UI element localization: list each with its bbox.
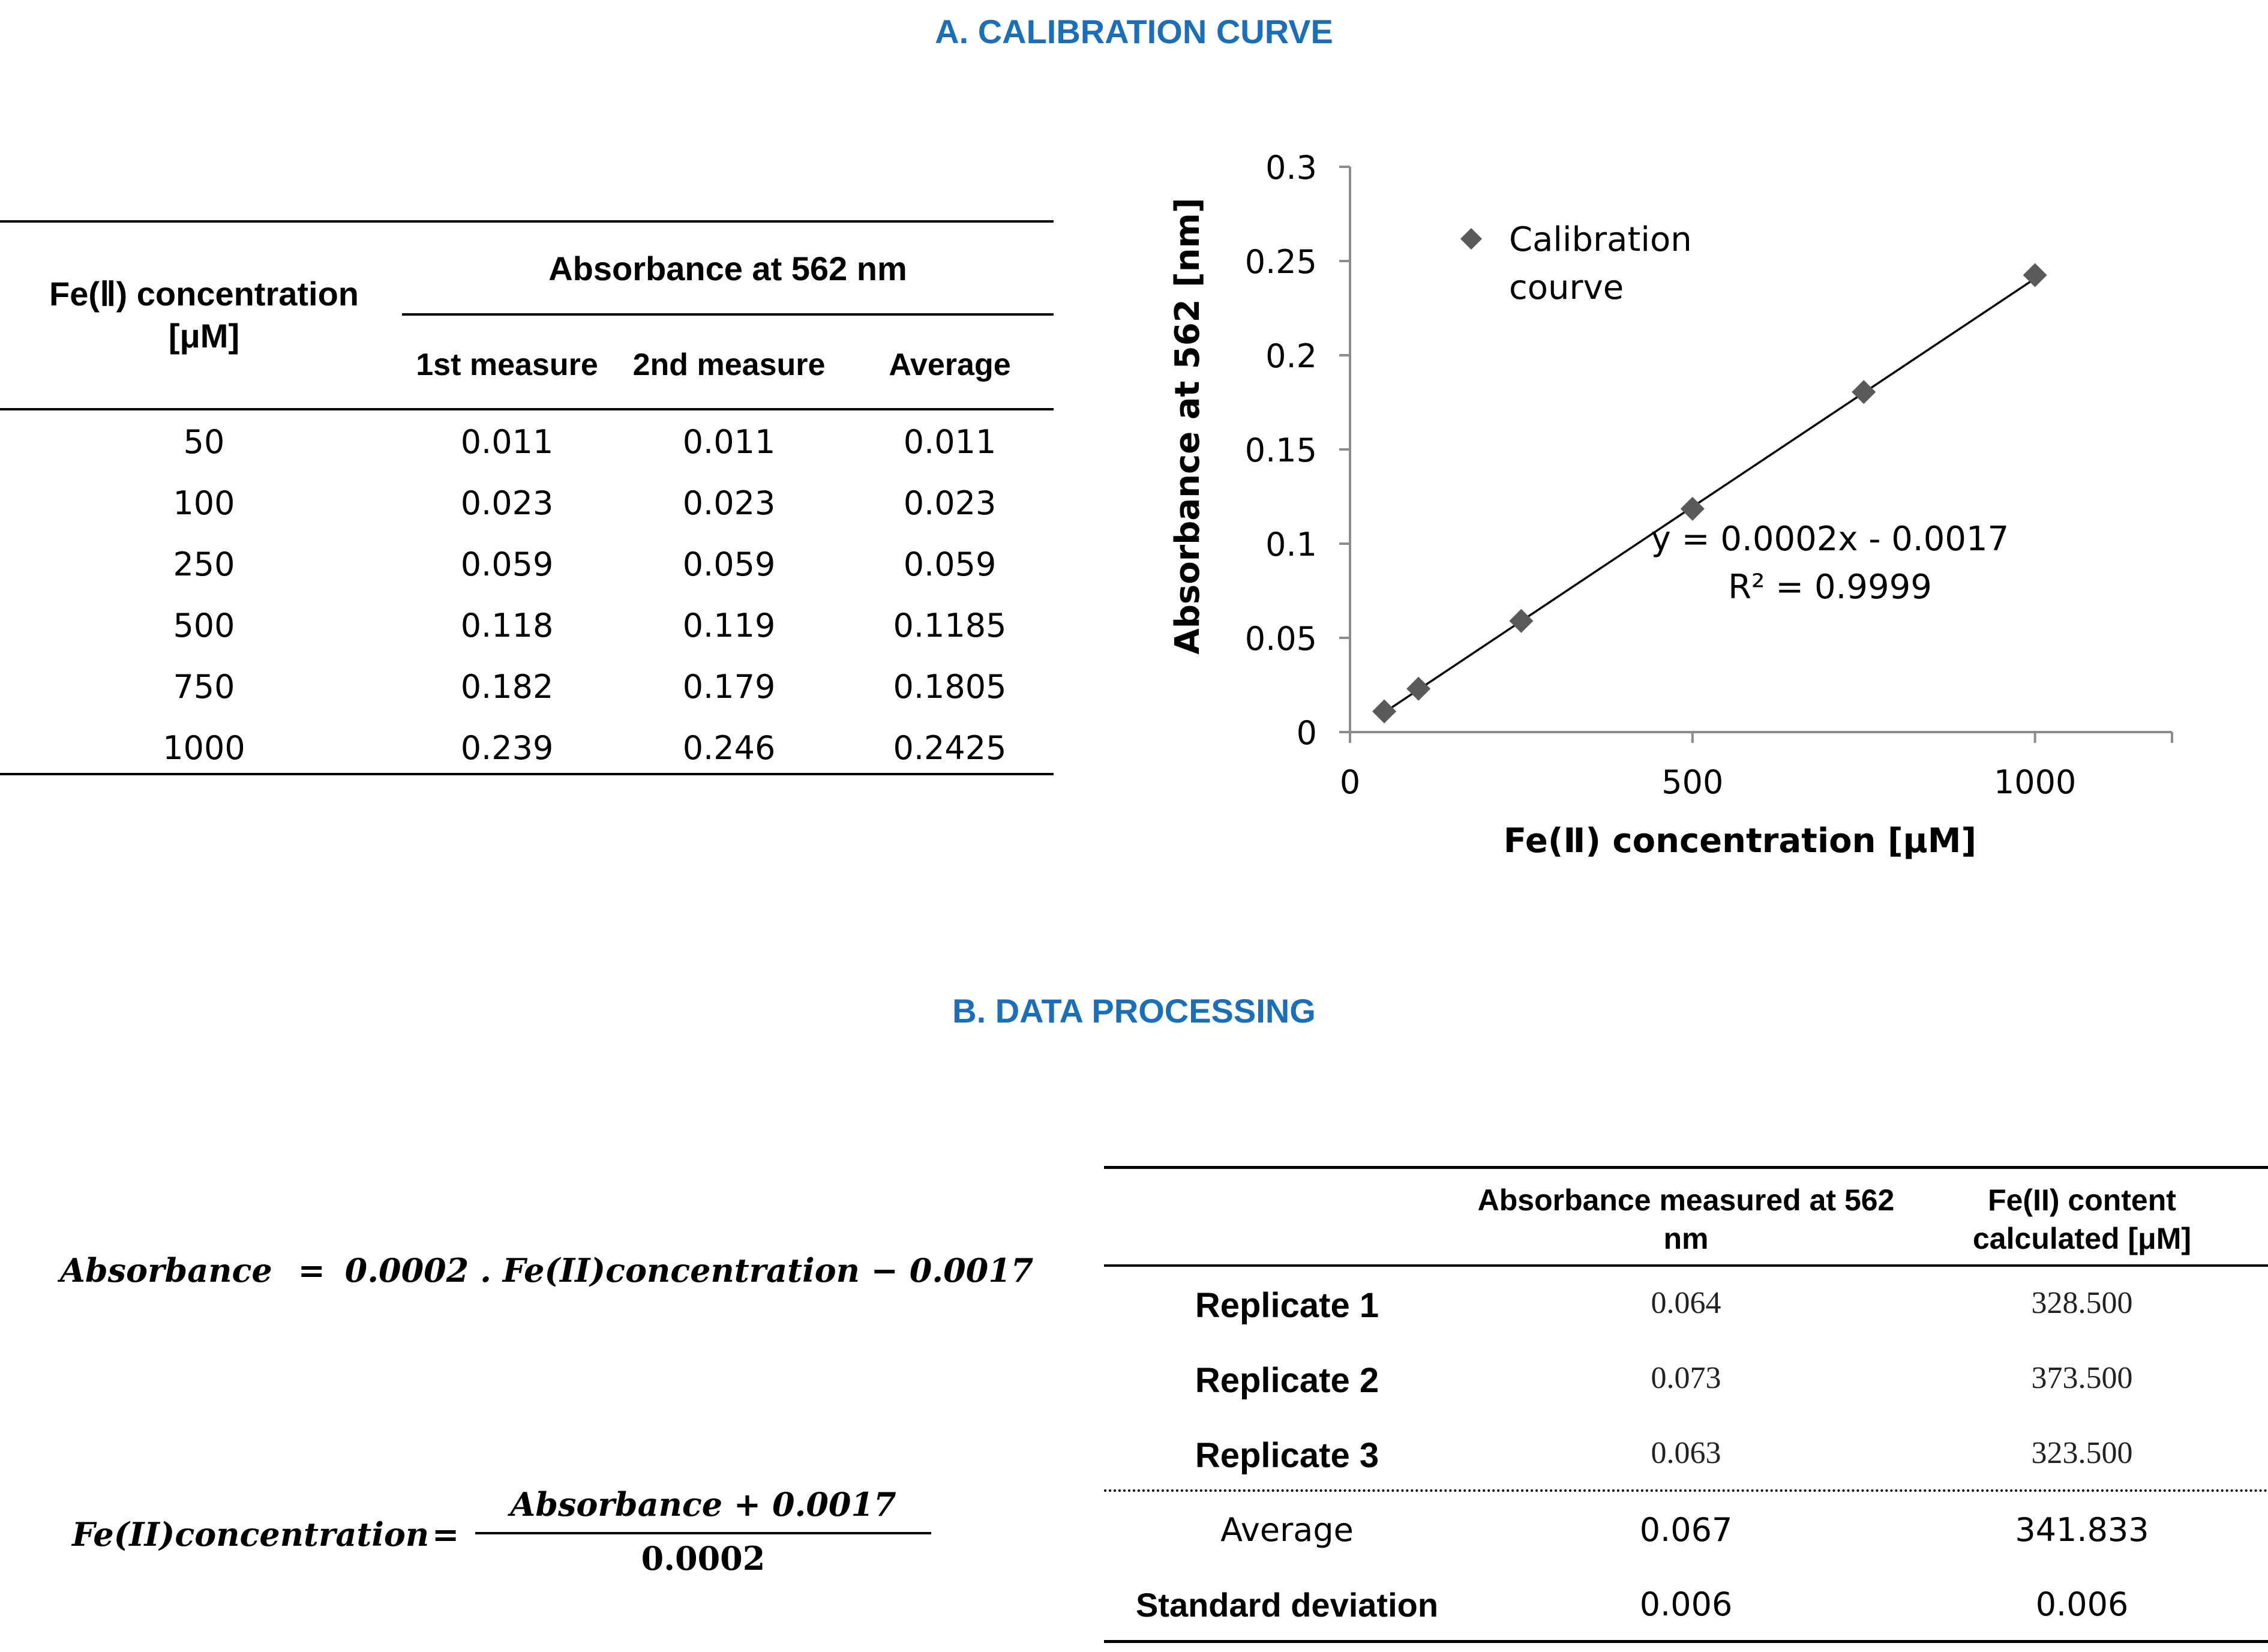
- cell-first: 0.023: [460, 484, 554, 522]
- legend-marker: [1460, 228, 1482, 250]
- y-tick-label: 0.05: [1245, 620, 1317, 658]
- y-tick-label: 0.1: [1265, 526, 1317, 563]
- cell-second: 0.119: [682, 607, 776, 644]
- cell-avg: 0.1805: [893, 668, 1007, 706]
- cell-conc: 250: [173, 545, 235, 583]
- cell-first: 0.059: [460, 545, 554, 583]
- x-tick-label: 1000: [1994, 763, 2076, 801]
- stdev-label: Standard deviation: [1135, 1586, 1439, 1624]
- x-tick-labels: 0 500 1000: [1340, 763, 2077, 801]
- group-header-rule: [402, 313, 1054, 316]
- eq2-equals: =: [432, 1515, 460, 1554]
- eq2-denominator: 0.0002: [641, 1539, 766, 1578]
- cell-conc: 1000: [163, 729, 245, 767]
- trendline: [1384, 277, 2036, 713]
- table-top-rule: [0, 220, 1054, 223]
- cell-avg: 0.059: [903, 545, 997, 583]
- y-tick-labels: 0 0.05 0.1 0.15 0.2 0.25 0.3: [1245, 149, 1317, 752]
- cell-conc: 500: [173, 607, 235, 644]
- results-top-rule: [1104, 1166, 2268, 1169]
- stdev-content: 0.006: [2035, 1585, 2129, 1623]
- cell-second: 0.246: [682, 729, 776, 767]
- stdev-absorbance: 0.006: [1639, 1585, 1733, 1623]
- eq1-left: Absorbance: [60, 1251, 272, 1290]
- equation-annotation: y = 0.0002x - 0.0017: [1651, 520, 2009, 559]
- x-tick-label: 0: [1340, 763, 1360, 801]
- cell-conc: 100: [173, 484, 235, 522]
- y-tick-label: 0.15: [1245, 431, 1317, 469]
- replicate-label: Replicate 2: [1195, 1361, 1379, 1400]
- eq1-equals: =: [298, 1251, 325, 1290]
- table-bottom-rule: [0, 773, 1054, 775]
- legend-label-line1: Calibration: [1509, 220, 1692, 259]
- cell-second: 0.059: [682, 545, 776, 583]
- cell-conc: 50: [183, 423, 225, 461]
- data-point: [1680, 496, 1705, 521]
- x-axis-label: Fe(Ⅱ) concentration [μM]: [1504, 821, 1976, 861]
- legend-label-line2: courve: [1509, 268, 1624, 307]
- results-header-rule: [1104, 1264, 2268, 1267]
- cell-conc: 750: [173, 668, 235, 706]
- cell-avg: 0.023: [903, 484, 997, 522]
- replicate-absorbance: 0.073: [1651, 1361, 1721, 1395]
- col-average-header: Average: [889, 347, 1011, 382]
- eq1-right: 0.0002 . Fe(II)concentration − 0.0017: [344, 1251, 1034, 1290]
- cell-second: 0.023: [682, 484, 776, 522]
- replicate-content: 373.500: [2031, 1361, 2133, 1395]
- section-b-title: B. DATA PROCESSING: [952, 992, 1316, 1030]
- cell-first: 0.011: [460, 423, 554, 461]
- col-first-header: 1st measure: [416, 347, 598, 382]
- y-tick-label: 0.2: [1265, 337, 1317, 375]
- replicate-label: Replicate 1: [1195, 1286, 1379, 1325]
- results-bottom-rule: [1104, 1640, 2268, 1643]
- y-tick-label: 0.3: [1265, 149, 1317, 187]
- r2-annotation: R² = 0.9999: [1728, 568, 1932, 607]
- col-fe-content-header: Fe(II) content calculated [μM]: [1973, 1183, 2191, 1255]
- chart-axes: [1339, 166, 2173, 743]
- replicate-content: 323.500: [2031, 1436, 2133, 1470]
- col-absorbance-measured-header: Absorbance measured at 562 nm: [1477, 1183, 1895, 1255]
- average-content: 341.833: [2015, 1511, 2149, 1549]
- average-label: Average: [1220, 1511, 1354, 1549]
- data-point: [1509, 608, 1534, 633]
- section-a-title: A. CALIBRATION CURVE: [935, 13, 1333, 50]
- cell-second: 0.011: [682, 423, 776, 461]
- cell-avg: 0.011: [903, 423, 997, 461]
- eq2-numerator: Absorbance + 0.0017: [510, 1485, 896, 1524]
- average-absorbance: 0.067: [1639, 1511, 1733, 1549]
- data-point: [1372, 699, 1397, 724]
- col-second-header: 2nd measure: [632, 347, 826, 382]
- replicate-absorbance: 0.063: [1651, 1436, 1721, 1470]
- col-concentration-header: Fe(Ⅱ) concentration [μM]: [49, 275, 359, 355]
- y-axis-label: Absorbance at 562 [nm]: [1168, 197, 1207, 654]
- cell-first: 0.182: [460, 668, 554, 706]
- cell-second: 0.179: [682, 668, 776, 706]
- calibration-chart: 0 0.05 0.1 0.15 0.2 0.25 0.3 0 500 1000 Absorban…: [1168, 149, 2173, 861]
- x-tick-label: 500: [1661, 763, 1723, 801]
- dotted-separator: [1104, 1489, 2268, 1492]
- eq2-fraction-bar: [475, 1532, 931, 1534]
- replicate-label: Replicate 3: [1195, 1436, 1379, 1475]
- replicate-content: 328.500: [2031, 1286, 2133, 1320]
- y-tick-label: 0.25: [1245, 243, 1317, 281]
- data-point: [1852, 380, 1876, 404]
- data-point: [2023, 263, 2047, 287]
- y-tick-label: 0: [1297, 714, 1317, 752]
- cell-first: 0.118: [460, 607, 554, 644]
- cell-avg: 0.1185: [893, 607, 1007, 644]
- header-bottom-rule: [0, 408, 1054, 410]
- cell-avg: 0.2425: [893, 729, 1007, 767]
- cell-first: 0.239: [460, 729, 554, 767]
- trendline-line: [1384, 277, 2036, 713]
- series-points: [1372, 263, 2047, 724]
- col-absorbance-group-header: Absorbance at 562 nm: [548, 250, 907, 287]
- eq2-left: Fe(II)concentration: [72, 1515, 430, 1554]
- data-point: [1406, 676, 1431, 701]
- equation-1: Absorbance = 0.0002 . Fe(II)concentratio…: [60, 1251, 1033, 1290]
- replicate-absorbance: 0.064: [1651, 1286, 1721, 1320]
